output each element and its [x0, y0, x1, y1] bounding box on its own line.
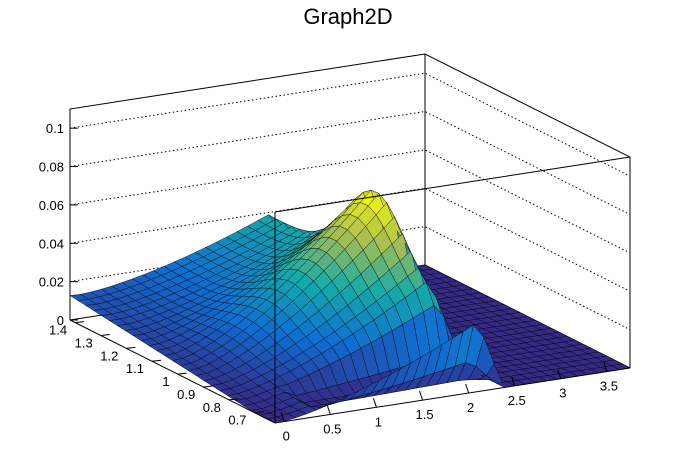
y-tick	[228, 398, 238, 401]
axes: 0 0.02 0.04 0.06 0.08 0.1 0 0.5 1 1.5 2 2.5 3 3.5 0.7 0…	[39, 109, 631, 444]
y-tick-label: 1.2	[100, 348, 118, 363]
y-tick-label: 0.7	[228, 413, 246, 428]
z-tick-label: 0.04	[39, 236, 64, 251]
surface-mesh	[69, 189, 631, 424]
x-tick-label: 0.5	[323, 421, 341, 436]
y-tick	[100, 333, 110, 336]
z-tick-label: 0.1	[46, 121, 64, 136]
y-tick	[126, 346, 136, 349]
z-tick-label: 0.02	[39, 275, 64, 290]
z-gridline	[69, 149, 631, 254]
x-tick-label: 1	[375, 414, 382, 429]
x-tick-label: 3	[559, 386, 566, 401]
y-tick	[177, 372, 187, 375]
chart-title: Graph2D	[303, 4, 393, 29]
y-tick-label: 0.8	[203, 400, 221, 415]
x-tick	[511, 376, 516, 387]
y-tick-label: 1.4	[49, 323, 67, 338]
y-tick	[254, 411, 264, 414]
y-tick	[203, 385, 213, 388]
y-tick	[75, 321, 85, 324]
x-tick-label: 2.5	[508, 393, 526, 408]
front-frame	[274, 156, 631, 423]
x-tick	[419, 390, 424, 401]
y-tick-label: 1.1	[126, 361, 144, 376]
x-axis	[274, 367, 631, 424]
x-tick-label: 3.5	[600, 379, 618, 394]
y-tick-label: 0.9	[177, 387, 195, 402]
y-axis	[69, 319, 276, 424]
z-gridline	[69, 72, 631, 177]
y-tick	[151, 359, 162, 362]
gridlines	[69, 72, 631, 331]
x-tick	[557, 369, 562, 379]
z-gridline	[69, 226, 631, 331]
z-gridline	[69, 187, 631, 292]
front-top-edge	[274, 156, 631, 213]
x-tick	[326, 405, 331, 415]
z-tick-label: 0.06	[39, 198, 64, 213]
x-tick-label: 2	[467, 400, 474, 415]
x-tick	[280, 412, 285, 422]
y-tick-label: 1.3	[75, 335, 93, 350]
x-tick-label: 1.5	[415, 407, 433, 422]
z-tick-label: 0	[57, 313, 64, 328]
z-tick-label: 0.08	[39, 160, 64, 175]
x-tick	[372, 398, 377, 408]
x-tick-label: 0	[283, 429, 290, 444]
z-gridline	[69, 110, 631, 215]
y-tick-label: 1	[162, 374, 169, 389]
x-tick	[603, 362, 608, 372]
x-tick	[465, 383, 470, 394]
